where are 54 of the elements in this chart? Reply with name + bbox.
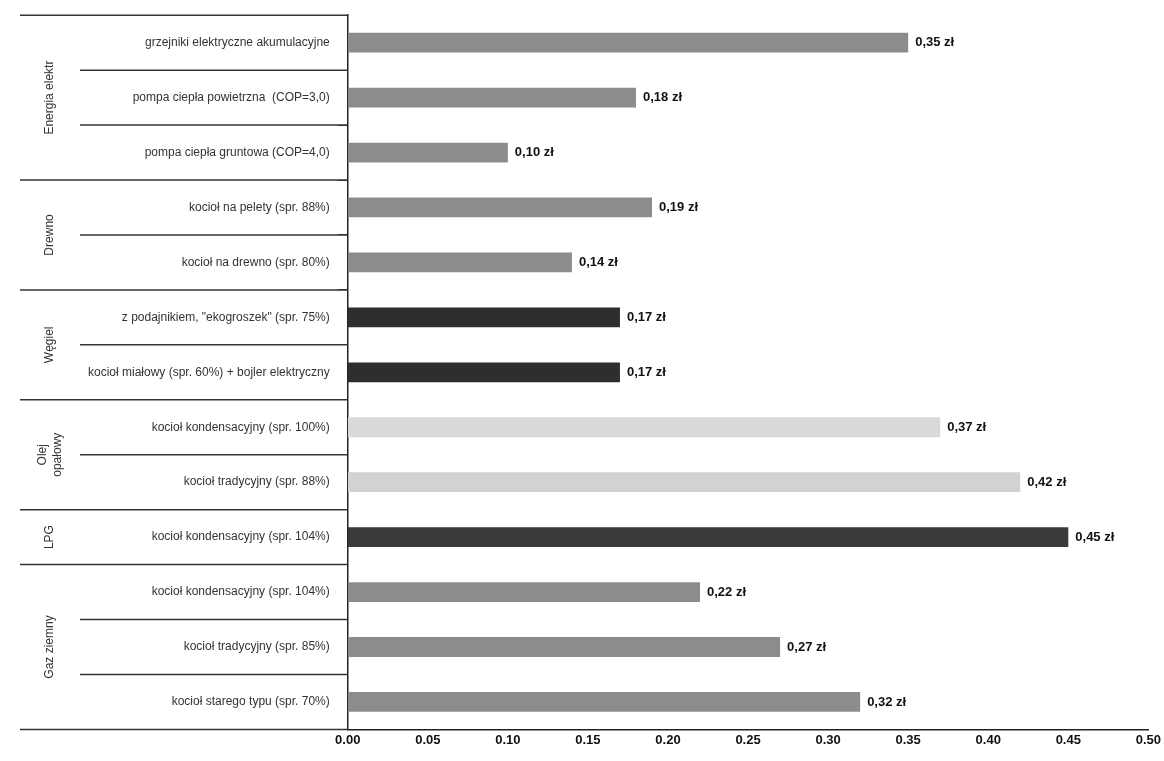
bar — [347, 417, 941, 438]
bar — [347, 32, 909, 53]
text: Gaz ziemny — [42, 615, 57, 679]
y-tick-label: kocioł na drewno (spr. 80%) — [181, 254, 330, 269]
y-tick-label: kocioł tradycyjny (spr. 88%) — [183, 474, 330, 489]
data-label: 0,37 zł — [947, 418, 987, 434]
bar — [347, 197, 652, 218]
y-tick-label: pompa ciepła powietrzna (COP=3,0) — [132, 89, 330, 104]
y-tick-label: kocioł tradycyjny (spr. 85%) — [183, 639, 330, 654]
x-tick-label: 0.50 — [1135, 731, 1162, 747]
x-tick-label: 0.25 — [735, 731, 761, 747]
x-tick-label: 0.10 — [495, 731, 521, 747]
data-label: 0,45 zł — [1075, 528, 1115, 544]
x-tick-label: 0.40 — [975, 731, 1001, 747]
bar — [347, 87, 636, 108]
data-label: 0,22 zł — [707, 583, 747, 599]
x-tick-label: 0.00 — [335, 731, 361, 747]
text: LPG — [42, 525, 57, 550]
x-tick-label: 0.20 — [655, 731, 681, 747]
y-tick-label: kocioł kondensacyjny (spr. 100%) — [151, 419, 330, 434]
x-tick-label: 0.30 — [815, 731, 841, 747]
data-label: 0,18 zł — [642, 89, 683, 105]
x-tick-label: 0.05 — [415, 731, 441, 747]
bar — [347, 582, 701, 602]
text: Węgiel — [42, 326, 57, 364]
bar — [347, 252, 572, 273]
bar — [347, 527, 1069, 547]
data-label: 0,32 zł — [867, 693, 907, 709]
y-tick-label: kocioł starego typu (spr. 70%) — [171, 694, 330, 709]
y-tick-label: z podajnikiem, "ekogroszek" (spr. 75%) — [121, 309, 330, 324]
data-label: 0,14 zł — [578, 254, 619, 269]
y-tick-label: kocioł miałowy (spr. 60%) + bojler elektryczny — [87, 364, 330, 379]
x-tick-label: 0.45 — [1055, 731, 1081, 747]
data-label: 0,17 zł — [626, 363, 667, 379]
bar — [347, 637, 781, 657]
y-tick-label: kocioł na pelety (spr. 88%) — [189, 199, 330, 214]
text: Energia elektr — [42, 60, 57, 135]
bar — [347, 472, 1021, 493]
text: Olej opałowy — [34, 432, 64, 477]
bar — [347, 692, 861, 712]
x-tick-label: 0.15 — [575, 731, 601, 747]
y-tick-label: kocioł kondensacyjny (spr. 104%) — [151, 529, 330, 544]
x-tick-label: 0.35 — [895, 731, 921, 747]
y-tick-label: grzejniki elektryczne akumulacyjne — [145, 34, 331, 49]
data-label: 0,10 zł — [514, 144, 555, 160]
data-label: 0,17 zł — [626, 308, 667, 324]
data-label: 0,27 zł — [787, 638, 827, 654]
y-tick-label: pompa ciepła gruntowa (COP=4,0) — [144, 144, 330, 159]
data-label: 0,35 zł — [915, 34, 955, 50]
data-label: 0,19 zł — [658, 199, 699, 215]
y-tick-label: kocioł kondensacyjny (spr. 104%) — [151, 584, 330, 599]
bar — [347, 142, 508, 163]
text: Drewno — [42, 213, 57, 256]
data-label: 0,42 zł — [1027, 473, 1067, 489]
